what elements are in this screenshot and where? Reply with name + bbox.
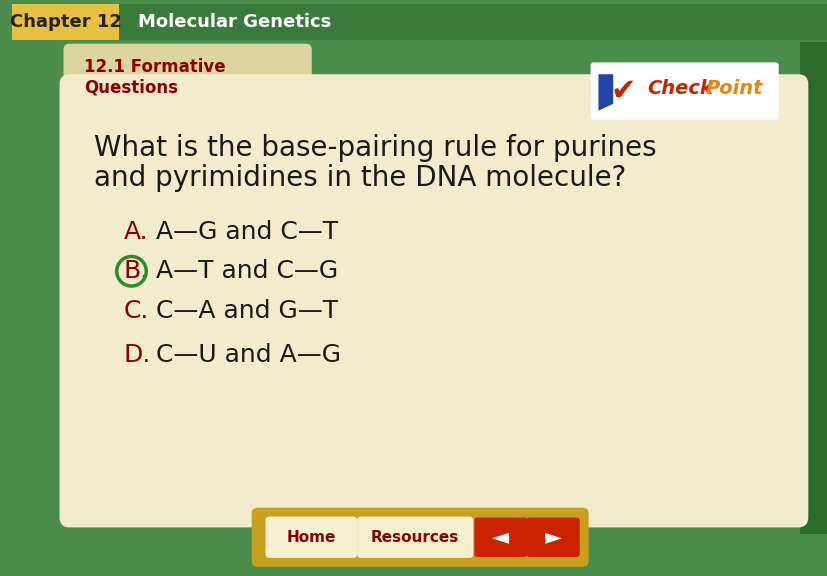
FancyBboxPatch shape (12, 4, 118, 40)
Text: A—G and C—T: A—G and C—T (156, 220, 338, 244)
FancyBboxPatch shape (60, 74, 807, 528)
Polygon shape (598, 74, 613, 111)
FancyBboxPatch shape (251, 507, 588, 567)
FancyBboxPatch shape (265, 517, 356, 558)
FancyBboxPatch shape (12, 4, 827, 40)
FancyBboxPatch shape (590, 62, 778, 120)
Text: B.: B. (123, 259, 149, 283)
Text: D.: D. (123, 343, 151, 367)
Text: What is the base-pairing rule for purines: What is the base-pairing rule for purine… (94, 134, 656, 162)
Text: Molecular Genetics: Molecular Genetics (138, 13, 332, 31)
FancyBboxPatch shape (474, 518, 527, 557)
FancyBboxPatch shape (800, 41, 827, 535)
Text: C.: C. (123, 299, 149, 323)
Text: ►: ► (544, 527, 561, 547)
Text: Questions: Questions (84, 78, 178, 96)
Text: Point: Point (705, 79, 762, 98)
Text: A—T and C—G: A—T and C—G (156, 259, 338, 283)
Text: Chapter 12: Chapter 12 (10, 13, 122, 31)
Text: 12.1 Formative: 12.1 Formative (84, 58, 226, 77)
FancyBboxPatch shape (69, 79, 325, 109)
Text: Home: Home (286, 530, 336, 545)
Text: Check: Check (647, 79, 713, 98)
Text: ◄: ◄ (492, 527, 509, 547)
Text: and pyrimidines in the DNA molecule?: and pyrimidines in the DNA molecule? (94, 164, 626, 192)
Text: C—A and G—T: C—A and G—T (156, 299, 338, 323)
Text: Resources: Resources (370, 530, 459, 545)
FancyBboxPatch shape (356, 517, 473, 558)
Text: A.: A. (123, 220, 148, 244)
FancyBboxPatch shape (64, 44, 312, 109)
FancyBboxPatch shape (526, 518, 579, 557)
Text: ✔: ✔ (609, 77, 635, 105)
Text: C—U and A—G: C—U and A—G (156, 343, 341, 367)
